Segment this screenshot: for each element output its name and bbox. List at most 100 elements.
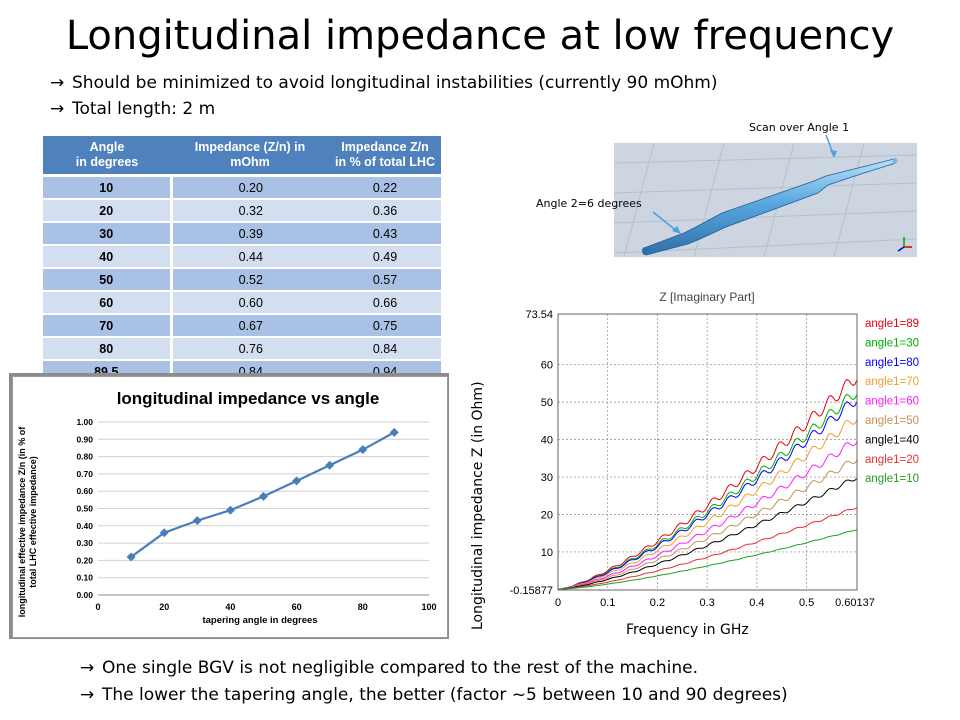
y-axis-label-container: longitudinal effective impedance Z/n (in… [17,426,38,618]
series-line [557,477,858,590]
y-tick-label: 0.20 [76,555,93,565]
y-tick-label: 0.60 [76,486,93,496]
x-axis-label: tapering angle in degrees [202,615,317,626]
table-row: 50 0.52 0.57 [43,267,441,291]
bullet-top-1: → Should be minimized to avoid longitudin… [50,72,718,94]
angle-impedance-chart: longitudinal impedance vs angle 0.00 0.10… [17,389,437,626]
cell-impedance-mohm: 0.60 [171,290,329,314]
table-row: 80 0.76 0.84 [43,336,441,360]
y-tick-label: 20 [541,510,553,522]
cell-impedance-percent: 0.84 [329,336,441,360]
data-point [225,505,235,515]
legend-entry: angle1=10 [865,473,919,485]
scan-angle-label: Scan over Angle 1 [749,121,850,134]
table-row: 60 0.60 0.66 [43,290,441,314]
series-line [557,378,858,590]
legend-entry: angle1=50 [865,415,919,427]
y-tick-label: 0.50 [76,504,93,514]
y-tick-label: 30 [541,472,553,484]
cell-impedance-mohm: 0.44 [171,244,329,268]
x-tick-label: 0.4 [749,597,764,609]
cell-impedance-mohm: 0.52 [171,267,329,291]
cell-impedance-percent: 0.49 [329,244,441,268]
y-tick-label: 1.00 [76,417,93,427]
series-line [557,401,858,590]
data-point [259,491,268,501]
data-point [292,476,302,486]
x-tick-label: 60 [292,602,302,612]
cell-angle: 40 [43,244,173,268]
x-tick-label: 40 [225,602,235,612]
header-angle: Angle in degrees [43,136,171,177]
impedance-table: Angle in degrees Impedance (Z/n) in mOhm I… [43,136,441,382]
y-tick-label: 0.90 [76,434,93,444]
data-point [358,445,368,455]
cell-impedance-percent: 0.36 [329,198,441,222]
y-tick-label: 0.40 [76,521,93,531]
right-chart-x-axis-label: Frequency in GHz [626,622,749,638]
data-point [325,460,335,470]
arrow-icon: → [80,685,95,705]
table-row: 20 0.32 0.36 [43,198,441,222]
y-tick-label: 0.10 [76,573,93,583]
x-tick-label: 20 [159,602,169,612]
frequency-impedance-chart: Z [Imaginary Part] -0.15877 10 20 30 40 50 60 7… [500,284,920,624]
series-line [557,393,858,590]
cell-impedance-mohm: 0.20 [171,174,329,199]
legend-entry: angle1=60 [865,396,919,408]
right-chart-y-axis-label: Longitudinal impedance Z (in Ohm) [470,381,486,630]
cell-impedance-percent: 0.43 [329,221,441,245]
cell-angle: 10 [43,174,173,199]
table-header-row: Angle in degrees Impedance (Z/n) in mOhm I… [43,136,441,177]
cell-impedance-percent: 0.75 [329,313,441,337]
legend-entry: angle1=20 [865,454,919,466]
bgv-model-image [614,143,917,257]
y-tick-label: 10 [541,547,553,559]
x-tick-label: 0 [555,597,561,609]
series-line [557,529,858,590]
pipe-shape [642,158,898,256]
cell-angle: 70 [43,313,173,337]
chart-title: Z [Imaginary Part] [659,290,754,304]
cell-angle: 50 [43,267,173,291]
bullet-text: The lower the tapering angle, the better… [102,685,788,705]
y-tick-label: 0.00 [76,590,93,600]
cell-impedance-mohm: 0.67 [171,313,329,337]
data-point [159,528,169,538]
arrow-icon: → [80,658,95,678]
cell-angle: 30 [43,221,173,245]
legend-entry: angle1=80 [865,357,919,369]
pointer-arrow-icon [825,134,837,158]
bullet-bottom-1: → One single BGV is not negligible compar… [80,657,698,679]
x-tick-label: 0.2 [650,597,665,609]
table-row: 40 0.44 0.49 [43,244,441,268]
bullet-text: Total length: 2 m [72,99,216,119]
bullet-top-2: → Total length: 2 m [50,98,215,120]
legend-entry: angle1=89.5 [865,318,920,330]
y-tick-label: 73.54 [525,309,553,321]
plot-frame [557,313,858,591]
series-line [557,507,858,590]
cell-impedance-mohm: 0.32 [171,198,329,222]
header-impedance-mohm: Impedance (Z/n) in mOhm [171,136,329,177]
cell-angle: 80 [43,336,173,360]
y-tick-label: 60 [541,360,553,372]
cell-impedance-percent: 0.57 [329,267,441,291]
series-line [557,441,858,590]
series-line [557,419,858,590]
y-tick-label: 0.80 [76,452,93,462]
tapered-chamber-drawing [614,143,917,257]
x-tick-label: 0.5 [799,597,814,609]
data-point [192,516,202,526]
cell-impedance-percent: 0.66 [329,290,441,314]
pointer-arrow-icon [652,211,681,234]
x-tick-label: 0.60137 [835,597,875,609]
y-axis-label: longitudinal effective impedance Z/n (in… [17,426,38,618]
page-title: Longitudinal impedance at low frequency [65,13,895,59]
y-tick-label: 50 [541,397,553,409]
x-tick-label: 0.3 [700,597,715,609]
y-tick-label: 0.70 [76,469,93,479]
x-tick-label: 0 [95,602,100,612]
header-impedance-percent: Impedance Z/n in % of total LHC [329,136,441,177]
cell-angle: 60 [43,290,173,314]
